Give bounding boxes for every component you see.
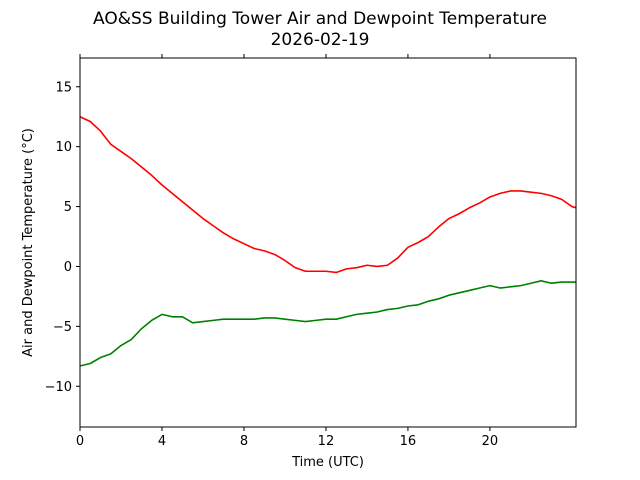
y-axis-label: Air and Dewpoint Temperature (°C) bbox=[21, 128, 36, 357]
x-tick-label: 16 bbox=[400, 434, 417, 449]
x-tick-label: 0 bbox=[76, 434, 84, 449]
x-tick-label: 4 bbox=[158, 434, 166, 449]
dewpoint-temperature-line bbox=[80, 280, 576, 367]
y-tick-label: −10 bbox=[45, 380, 72, 395]
x-tick-label: 8 bbox=[240, 434, 248, 449]
plot-frame bbox=[79, 57, 577, 428]
y-tick-label: 15 bbox=[55, 80, 72, 95]
air-temperature-line bbox=[80, 115, 576, 274]
ticks-layer: 0 4 8 12 16 20 −10 −5 0 5 10 15 bbox=[45, 54, 499, 449]
y-tick-label: 5 bbox=[64, 200, 72, 215]
series-layer bbox=[80, 115, 576, 367]
x-tick-label: 20 bbox=[482, 434, 499, 449]
y-tick-label: 0 bbox=[64, 260, 72, 275]
y-tick-label: −5 bbox=[53, 320, 72, 335]
y-tick-label: 10 bbox=[55, 140, 72, 155]
chart-title: AO&SS Building Tower Air and Dewpoint Te… bbox=[93, 9, 547, 29]
x-axis-label: Time (UTC) bbox=[291, 455, 364, 470]
chart-subtitle: 2026-02-19 bbox=[271, 30, 370, 50]
x-tick-label: 12 bbox=[318, 434, 335, 449]
